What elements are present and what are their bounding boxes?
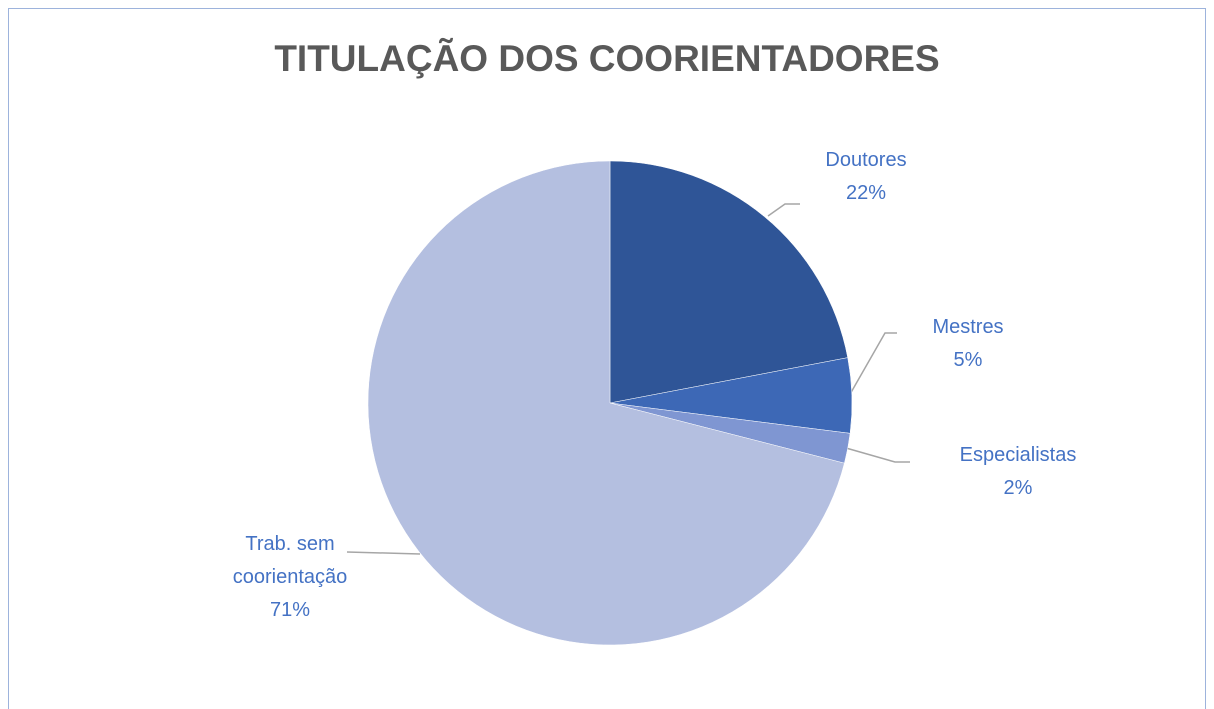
data-label: Trab. sem coorientação 71% [215,528,365,627]
chart-border [8,8,1206,709]
leader-lines [346,203,910,555]
leader-line [767,203,800,217]
data-label: Mestres 5% [932,311,1003,377]
value-label: 5% [953,349,983,371]
value-label: 2% [1003,477,1033,499]
data-label: Doutores 22% [825,144,906,210]
chart-title: TITULAÇÃO DOS COORIENTADORES [274,38,940,79]
value-label: 71% [269,599,311,621]
category-label: Especialistas [959,444,1077,466]
category-label: Trab. sem coorientação [232,533,348,588]
value-label: 22% [845,182,887,204]
leader-line [848,332,897,397]
data-label: Especialistas 2% [960,439,1077,505]
leader-line [346,551,421,555]
category-label: Doutores [825,149,907,171]
pie-slice [367,160,845,646]
leader-line [845,447,910,463]
category-label: Mestres [932,316,1004,338]
pie-slice [609,160,849,404]
